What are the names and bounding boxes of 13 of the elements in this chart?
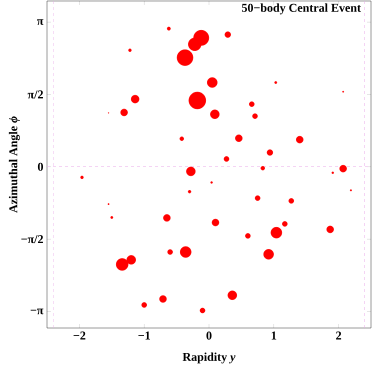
y-tick-label: π/2 xyxy=(28,90,43,98)
y-tick-label: −π/2 xyxy=(21,235,43,244)
y-tick-label: −π xyxy=(30,308,44,314)
x-tick-label: 1 xyxy=(272,332,276,340)
y-tick-label: 0 xyxy=(38,162,44,171)
x-tick-label: 2 xyxy=(336,332,342,340)
x-tick-label: −1 xyxy=(138,332,150,340)
x-tick-label: −2 xyxy=(74,332,86,340)
chart-title: 50−body Central Event xyxy=(242,3,361,14)
x-axis-title: Rapidityy xyxy=(182,352,236,364)
y-tick-label: π xyxy=(37,19,44,25)
x-tick-label: 0 xyxy=(206,332,212,340)
y-axis-title: Azimuthal Angle ϕ xyxy=(8,116,20,213)
